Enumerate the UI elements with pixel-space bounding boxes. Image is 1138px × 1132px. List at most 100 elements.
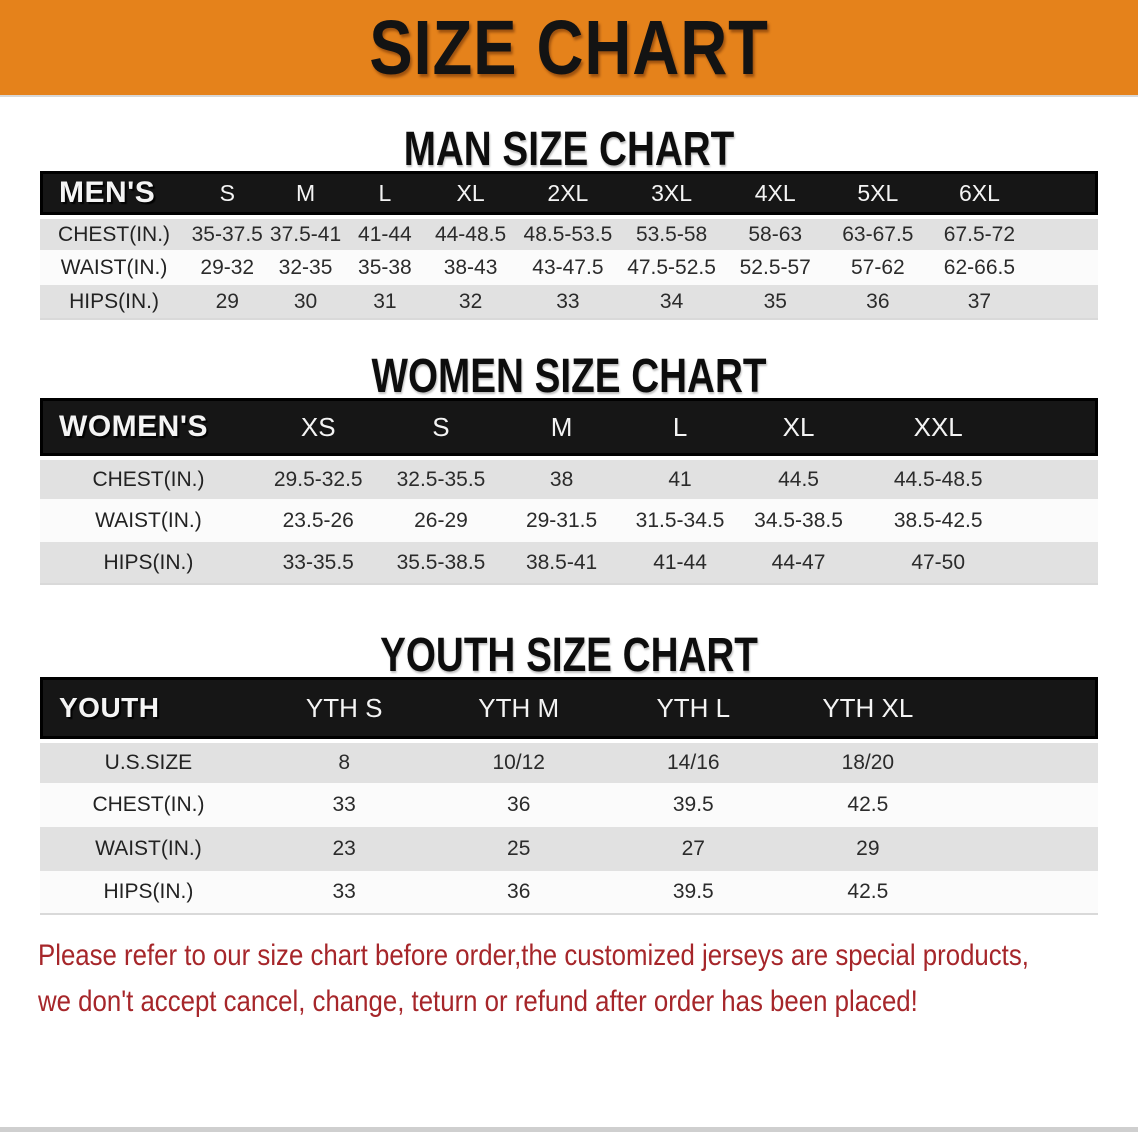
- size-column-header: YTH S: [256, 677, 432, 739]
- size-value-cell: 52.5-57: [723, 250, 828, 285]
- size-value-cell: 33: [516, 285, 620, 320]
- size-column-header: XL: [739, 398, 858, 456]
- row-label: U.S.SIZE: [40, 739, 257, 783]
- size-value-cell: 29-31.5: [502, 499, 621, 542]
- table-group-label: YOUTH: [40, 677, 257, 739]
- table-row: HIPS(IN.) 29 30 31 32 33 34 35 36 37: [40, 285, 1098, 320]
- size-value-cell: 36: [431, 783, 606, 827]
- page-bottom-edge: [0, 1127, 1138, 1132]
- row-spacer: [955, 783, 1098, 827]
- row-spacer: [955, 739, 1098, 783]
- row-label: CHEST(IN.): [40, 215, 189, 250]
- womens-header-row: WOMEN'S XS S M L XL XXL: [40, 398, 1098, 456]
- size-value-cell: 34: [619, 285, 724, 320]
- row-spacer: [955, 871, 1098, 915]
- size-column-header: S: [379, 398, 503, 456]
- table-row: U.S.SIZE 8 10/12 14/16 18/20: [40, 739, 1098, 783]
- womens-section-heading: WOMEN SIZE CHART: [371, 347, 767, 403]
- size-value-cell: 41: [620, 456, 740, 499]
- row-spacer: [1018, 456, 1098, 499]
- row-spacer: [1018, 542, 1098, 585]
- table-row: WAIST(IN.) 29-32 32-35 35-38 38-43 43-47.5 47.…: [40, 250, 1098, 285]
- size-value-cell: 35-37.5: [188, 215, 267, 250]
- size-chart-banner: SIZE CHART: [0, 0, 1138, 97]
- disclaimer-text: Please refer to our size chart before or…: [38, 933, 1138, 1025]
- size-value-cell: 38.5-42.5: [857, 499, 1019, 542]
- size-value-cell: 34.5-38.5: [739, 499, 858, 542]
- size-value-cell: 43-47.5: [516, 250, 620, 285]
- size-value-cell: 23.5-26: [256, 499, 380, 542]
- size-value-cell: 44-48.5: [425, 215, 517, 250]
- row-label: HIPS(IN.): [40, 542, 257, 585]
- size-column-header: M: [502, 398, 621, 456]
- size-value-cell: 38.5-41: [502, 542, 621, 585]
- size-value-cell: 30: [266, 285, 345, 320]
- size-value-cell: 67.5-72: [928, 215, 1031, 250]
- row-label: CHEST(IN.): [40, 456, 257, 499]
- header-spacer: [955, 677, 1098, 739]
- size-column-header: L: [620, 398, 740, 456]
- size-value-cell: 10/12: [431, 739, 606, 783]
- size-value-cell: 31.5-34.5: [620, 499, 740, 542]
- size-column-header: 6XL: [928, 171, 1031, 215]
- size-value-cell: 36: [827, 285, 929, 320]
- size-column-header: 4XL: [723, 171, 828, 215]
- size-value-cell: 36: [431, 871, 606, 915]
- row-spacer: [1030, 250, 1098, 285]
- size-value-cell: 32-35: [266, 250, 345, 285]
- size-value-cell: 32: [425, 285, 517, 320]
- size-value-cell: 44-47: [739, 542, 858, 585]
- size-column-header: XXL: [857, 398, 1019, 456]
- banner-title: SIZE CHART: [369, 4, 769, 91]
- size-value-cell: 8: [256, 739, 432, 783]
- row-spacer: [955, 827, 1098, 871]
- size-value-cell: 31: [344, 285, 426, 320]
- mens-header-row: MEN'S S M L XL 2XL 3XL 4XL 5XL 6XL: [40, 171, 1098, 215]
- row-label: WAIST(IN.): [40, 827, 257, 871]
- size-value-cell: 29: [780, 827, 956, 871]
- size-value-cell: 41-44: [620, 542, 740, 585]
- size-column-header: M: [266, 171, 345, 215]
- size-value-cell: 33: [256, 871, 432, 915]
- size-value-cell: 62-66.5: [928, 250, 1031, 285]
- disclaimer-line-1: Please refer to our size chart before or…: [38, 939, 1029, 972]
- youth-header-row: YOUTH YTH S YTH M YTH L YTH XL: [40, 677, 1098, 739]
- size-value-cell: 25: [431, 827, 606, 871]
- size-column-header: YTH M: [431, 677, 606, 739]
- table-row: CHEST(IN.) 29.5-32.5 32.5-35.5 38 41 44.5 44.5…: [40, 456, 1098, 499]
- row-spacer: [1018, 499, 1098, 542]
- size-column-header: XL: [425, 171, 517, 215]
- header-spacer: [1030, 171, 1098, 215]
- size-column-header: YTH L: [606, 677, 781, 739]
- size-value-cell: 37: [928, 285, 1031, 320]
- row-label: HIPS(IN.): [40, 285, 189, 320]
- youth-section-heading: YOUTH SIZE CHART: [380, 626, 758, 682]
- table-row: CHEST(IN.) 33 36 39.5 42.5: [40, 783, 1098, 827]
- size-value-cell: 29-32: [188, 250, 267, 285]
- size-value-cell: 32.5-35.5: [379, 456, 503, 499]
- size-column-header: L: [344, 171, 426, 215]
- size-value-cell: 63-67.5: [827, 215, 929, 250]
- size-value-cell: 29: [188, 285, 267, 320]
- size-value-cell: 35: [723, 285, 828, 320]
- size-value-cell: 37.5-41: [266, 215, 345, 250]
- size-value-cell: 42.5: [780, 783, 956, 827]
- size-value-cell: 48.5-53.5: [516, 215, 620, 250]
- row-label: CHEST(IN.): [40, 783, 257, 827]
- size-column-header: 2XL: [516, 171, 620, 215]
- size-value-cell: 23: [256, 827, 432, 871]
- size-value-cell: 38-43: [425, 250, 517, 285]
- size-column-header: 5XL: [827, 171, 929, 215]
- womens-size-table: WOMEN'S XS S M L XL XXL CHEST(IN.) 29.5-32.5 32…: [40, 398, 1098, 585]
- size-column-header: YTH XL: [780, 677, 956, 739]
- size-value-cell: 29.5-32.5: [256, 456, 380, 499]
- size-value-cell: 18/20: [780, 739, 956, 783]
- header-spacer: [1018, 398, 1098, 456]
- size-value-cell: 35.5-38.5: [379, 542, 503, 585]
- size-value-cell: 44.5: [739, 456, 858, 499]
- size-value-cell: 58-63: [723, 215, 828, 250]
- size-value-cell: 33-35.5: [256, 542, 380, 585]
- table-row: WAIST(IN.) 23 25 27 29: [40, 827, 1098, 871]
- table-row: HIPS(IN.) 33 36 39.5 42.5: [40, 871, 1098, 915]
- size-column-header: S: [188, 171, 267, 215]
